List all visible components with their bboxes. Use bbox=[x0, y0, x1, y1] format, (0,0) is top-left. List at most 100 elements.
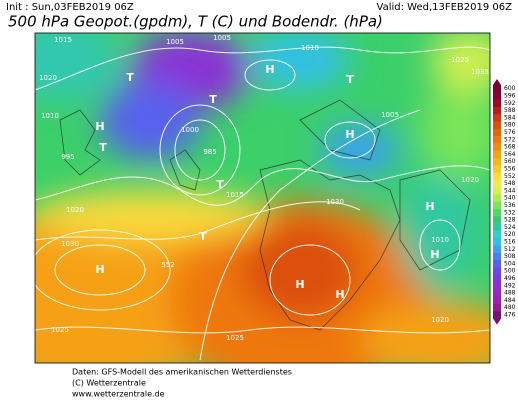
colorbar-label: 596 bbox=[504, 92, 516, 99]
pressure-center: T bbox=[99, 141, 107, 154]
colorbar-swatch bbox=[493, 179, 501, 188]
isobar-label: 1015 bbox=[226, 191, 244, 199]
colorbar-swatch bbox=[493, 260, 501, 268]
colorbar-swatch bbox=[493, 92, 501, 100]
colorbar-swatch bbox=[493, 143, 501, 151]
colorbar-swatch bbox=[493, 136, 501, 144]
pressure-center: H bbox=[265, 63, 274, 76]
colorbar-label: 536 bbox=[504, 202, 516, 209]
colorbar-swatch bbox=[493, 165, 501, 173]
colorbar-label: 508 bbox=[504, 253, 516, 260]
isobar-label: 985 bbox=[203, 148, 216, 156]
colorbar-label: 556 bbox=[504, 165, 516, 172]
colorbar-label: 484 bbox=[504, 297, 516, 304]
colorbar-swatch bbox=[493, 274, 501, 283]
colorbar-swatch bbox=[493, 311, 501, 319]
colorbar-label: 528 bbox=[504, 217, 516, 224]
colorbar-swatch bbox=[493, 245, 501, 254]
isobar-label: 552 bbox=[161, 261, 174, 269]
colorbar-swatch bbox=[493, 158, 501, 166]
isobar-label: 1020 bbox=[461, 176, 479, 184]
colorbar-label: 532 bbox=[504, 209, 516, 216]
colorbar-label: 524 bbox=[504, 224, 516, 231]
isobar-label: 1020 bbox=[39, 74, 57, 82]
colorbar-swatch bbox=[493, 99, 501, 108]
colorbar-label: 492 bbox=[504, 282, 516, 289]
colorbar-label: 500 bbox=[504, 268, 516, 275]
isobar-label: 1025 bbox=[51, 326, 69, 334]
colorbar-label: 480 bbox=[504, 304, 516, 311]
colorbar-label: 568 bbox=[504, 144, 516, 151]
pressure-center: H bbox=[345, 128, 354, 141]
pressure-center: H bbox=[335, 288, 344, 301]
colorbar-swatch bbox=[493, 304, 501, 312]
isobar-label: 1025 bbox=[226, 334, 244, 342]
isobar-label: 1010 bbox=[431, 236, 449, 244]
isobar-label: 1010 bbox=[41, 112, 59, 120]
map-title: 500 hPa Geopot.(gpdm), T (C) und Bodendr… bbox=[8, 13, 383, 31]
pressure-center: H bbox=[430, 248, 439, 261]
isobar-label: 995 bbox=[61, 153, 74, 161]
colorbar-swatch bbox=[493, 267, 501, 276]
pressure-center: T bbox=[126, 71, 134, 84]
isobar-label: 1020 bbox=[66, 206, 84, 214]
colorbar-swatch bbox=[493, 201, 501, 210]
footer-url: www.wetterzentrale.de bbox=[72, 390, 165, 399]
colorbar-swatch bbox=[493, 223, 501, 232]
isobar-label: 1025 bbox=[451, 56, 469, 64]
pressure-center: T bbox=[216, 178, 224, 191]
colorbar-swatch bbox=[493, 121, 501, 130]
colorbar-label: 520 bbox=[504, 231, 516, 238]
colorbar-label: 512 bbox=[504, 246, 516, 253]
isobar-label: 1030 bbox=[61, 240, 79, 248]
colorbar-label: 560 bbox=[504, 158, 516, 165]
colorbar-swatch bbox=[493, 194, 501, 203]
colorbar-swatch bbox=[493, 187, 501, 195]
colorbar-swatch bbox=[493, 172, 501, 181]
pressure-center: T bbox=[209, 93, 217, 106]
isobar-label: 1030 bbox=[326, 198, 344, 206]
colorbar-swatch bbox=[493, 114, 501, 122]
colorbar-label: 564 bbox=[504, 151, 516, 158]
pressure-center: H bbox=[95, 120, 104, 133]
colorbar-swatch bbox=[493, 209, 501, 217]
colorbar-swatch bbox=[493, 85, 501, 93]
init-time: Init : Sun,03FEB2019 06Z bbox=[6, 2, 134, 13]
colorbar-label: 588 bbox=[504, 107, 516, 114]
footer-copyright: (C) Wetterzentrale bbox=[72, 379, 146, 388]
isobars bbox=[35, 46, 490, 361]
colorbar: 6005965925885845805765725685645605565525… bbox=[493, 79, 516, 325]
valid-time: Valid: Wed,13FEB2019 06Z bbox=[377, 2, 513, 13]
colorbar-swatch bbox=[493, 238, 501, 246]
isobar-label: 1010 bbox=[301, 44, 319, 52]
colorbar-label: 548 bbox=[504, 180, 516, 187]
colorbar-label: 504 bbox=[504, 260, 516, 267]
colorbar-swatch bbox=[493, 252, 501, 261]
colorbar-label: 576 bbox=[504, 129, 516, 136]
pressure-center: T bbox=[199, 230, 207, 243]
colorbar-swatch bbox=[493, 282, 501, 290]
colorbar-label: 476 bbox=[504, 311, 516, 318]
colorbar-label: 572 bbox=[504, 136, 516, 143]
colorbar-label: 552 bbox=[504, 173, 516, 180]
pressure-center: H bbox=[295, 278, 304, 291]
isobar-label: 1005 bbox=[213, 34, 231, 42]
colorbar-label: 584 bbox=[504, 114, 516, 121]
colorbar-swatch bbox=[493, 231, 501, 239]
pressure-center: H bbox=[95, 263, 104, 276]
colorbar-label: 580 bbox=[504, 122, 516, 129]
colorbar-swatch bbox=[493, 128, 501, 137]
colorbar-arrow bbox=[493, 318, 501, 325]
pressure-center: T bbox=[346, 73, 354, 86]
colorbar-swatch bbox=[493, 289, 501, 297]
colorbar-arrow bbox=[493, 79, 501, 85]
isobar-label: 1020 bbox=[431, 316, 449, 324]
isobar-label: 1005 bbox=[166, 38, 184, 46]
isobar-label: 1035 bbox=[471, 68, 489, 76]
colorbar-swatch bbox=[493, 106, 501, 115]
colorbar-label: 540 bbox=[504, 195, 516, 202]
